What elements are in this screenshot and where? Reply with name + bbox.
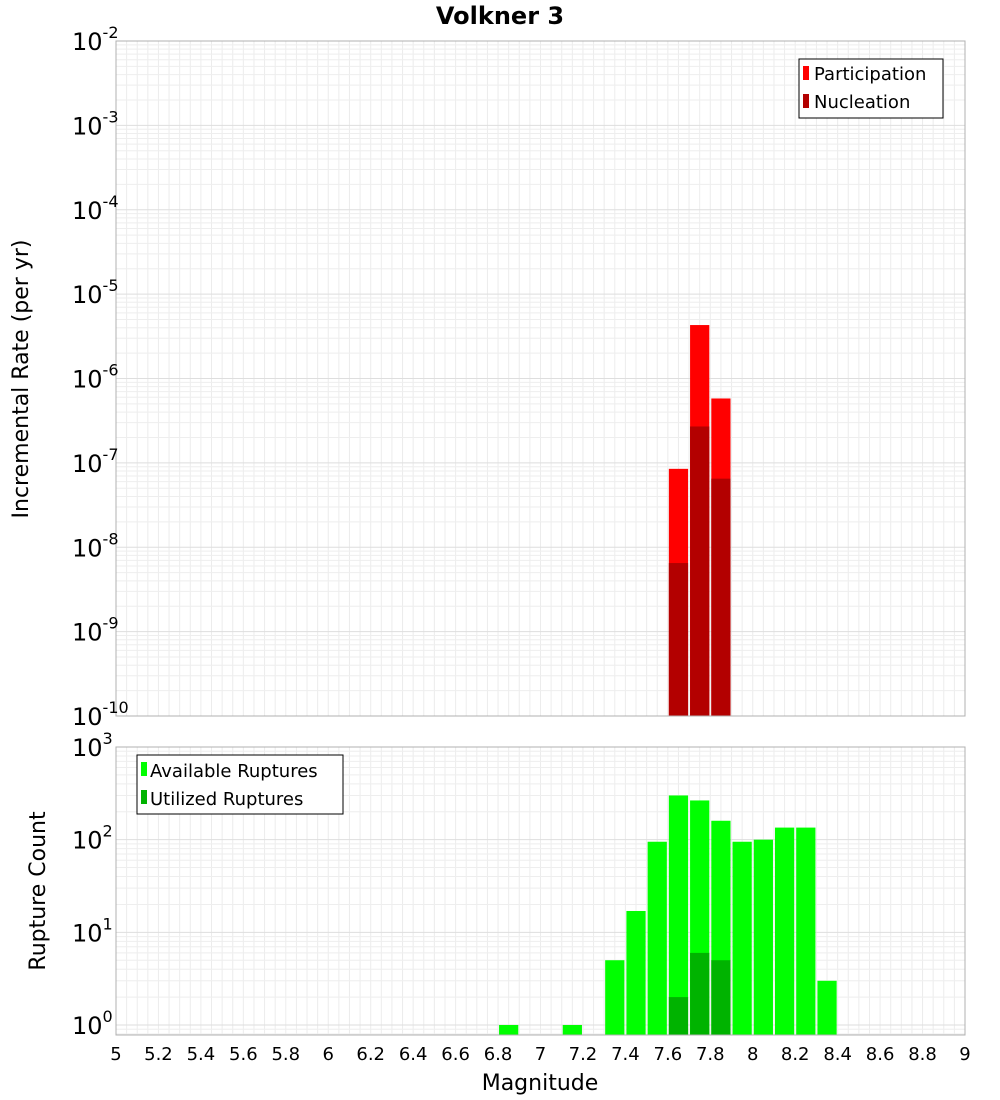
bar-available-ruptures	[753, 839, 773, 1035]
x-tick-labels: 5 5.2 5.4 5.6 5.8 6 6.2 6.4 6.6 6.8 7 7.2 7.4 7.6 7.8 8…	[110, 1044, 970, 1065]
bottom-legend-box	[136, 754, 344, 815]
x-tick-label: 9	[959, 1044, 970, 1065]
x-tick-label: 5.6	[229, 1044, 258, 1065]
top-y-tick-label: 10-8	[72, 529, 119, 562]
x-tick-label: 7.4	[611, 1044, 640, 1065]
bottom-grid	[115, 747, 966, 1035]
x-tick-label: 6.8	[484, 1044, 513, 1065]
top-plot-border	[115, 40, 966, 717]
bottom-y-axis-title: Rupture Count	[26, 811, 51, 971]
x-tick-label: 5.2	[144, 1044, 173, 1065]
bar-nucleation	[711, 478, 731, 716]
x-tick-label: 7.2	[569, 1044, 598, 1065]
bar-available-ruptures	[499, 1025, 519, 1035]
top-legend: Participation Nucleation	[798, 58, 944, 119]
top-bars	[668, 325, 731, 716]
top-panel: 10-10 10-9 10-8 10-7 10-6 10-5 10-4 10-3 10-2 In…	[9, 23, 966, 731]
bottom-y-tick-label: 103	[72, 729, 113, 762]
top-y-tick-label: 10-9	[72, 614, 119, 647]
bottom-legend: Available Ruptures Utilized Ruptures	[136, 754, 344, 815]
bottom-bars	[499, 795, 837, 1035]
legend-label-nucleation: Nucleation	[814, 92, 910, 113]
x-tick-label: 7.6	[654, 1044, 683, 1065]
legend-swatch-participation	[803, 66, 809, 80]
x-tick-label: 7	[535, 1044, 546, 1065]
top-y-tick-labels: 10-10 10-9 10-8 10-7 10-6 10-5 10-4 10-3 10-2	[72, 23, 129, 731]
x-tick-label: 8.4	[823, 1044, 852, 1065]
legend-label-participation: Participation	[814, 64, 926, 85]
top-y-tick-label: 10-5	[72, 276, 119, 309]
legend-swatch-utilized	[141, 790, 147, 804]
x-tick-label: 6.2	[356, 1044, 385, 1065]
chart-title: Volkner 3	[436, 2, 564, 30]
bar-utilized-ruptures	[668, 997, 689, 1035]
x-tick-label: 6	[323, 1044, 334, 1065]
x-tick-label: 6.4	[399, 1044, 428, 1065]
bar-available-ruptures	[668, 795, 689, 1035]
legend-swatch-available	[141, 762, 147, 776]
top-y-axis-title: Incremental Rate (per yr)	[9, 240, 34, 519]
legend-swatch-nucleation	[803, 94, 809, 108]
top-y-tick-label: 10-10	[72, 698, 129, 731]
x-tick-label: 8.6	[866, 1044, 895, 1065]
top-y-tick-label: 10-4	[72, 192, 119, 225]
bottom-plot-border	[115, 746, 966, 1036]
top-grid	[115, 41, 966, 717]
x-tick-label: 7.8	[696, 1044, 725, 1065]
bar-nucleation	[690, 426, 710, 716]
top-y-tick-label: 10-3	[72, 107, 119, 140]
bottom-y-tick-labels: 100 101 102 103	[72, 729, 113, 1040]
top-y-tick-label: 10-2	[72, 23, 119, 56]
top-y-tick-label: 10-6	[72, 361, 119, 394]
bar-available-ruptures	[562, 1025, 582, 1035]
bar-utilized-ruptures	[711, 960, 731, 1035]
bottom-y-tick-label: 100	[72, 1007, 113, 1040]
x-tick-label: 8.2	[781, 1044, 810, 1065]
legend-label-utilized: Utilized Ruptures	[150, 789, 303, 810]
bar-utilized-ruptures	[690, 952, 710, 1035]
top-y-tick-label: 10-7	[72, 445, 119, 478]
bar-available-ruptures	[647, 841, 667, 1035]
top-legend-box	[798, 58, 944, 119]
bottom-panel: 100 101 102 103 5 5.2 5.4 5.6 5.8 6 6.2 6.4 6.6 6.8 7…	[26, 729, 971, 1096]
bar-available-ruptures	[796, 827, 816, 1035]
bottom-y-tick-label: 102	[72, 822, 113, 855]
x-axis-title: Magnitude	[482, 1071, 599, 1096]
bar-available-ruptures	[817, 980, 837, 1035]
x-tick-label: 8	[747, 1044, 758, 1065]
bar-available-ruptures	[626, 910, 646, 1035]
bar-nucleation	[668, 563, 689, 716]
bottom-y-tick-label: 101	[72, 914, 113, 947]
bar-available-ruptures	[605, 960, 625, 1035]
x-tick-label: 6.6	[441, 1044, 470, 1065]
x-tick-label: 5.8	[271, 1044, 300, 1065]
bar-available-ruptures	[774, 827, 795, 1035]
x-tick-label: 5	[110, 1044, 121, 1065]
x-tick-label: 5.4	[187, 1044, 216, 1065]
x-tick-label: 8.8	[908, 1044, 937, 1065]
legend-label-available: Available Ruptures	[150, 761, 318, 782]
bar-available-ruptures	[732, 841, 752, 1035]
